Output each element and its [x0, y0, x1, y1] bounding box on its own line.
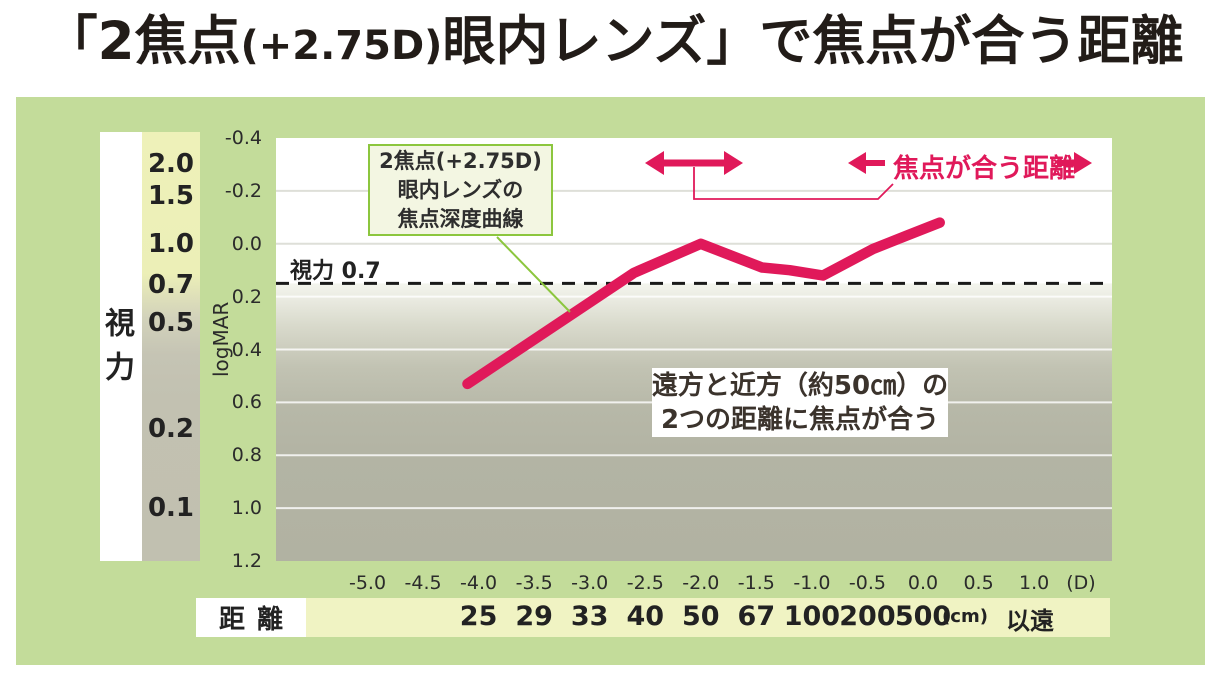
- page-title: 「2焦点(+2.75D)眼内レンズ」で焦点が合う距離: [0, 6, 1228, 82]
- focus-label-left-arrow-shaft: [862, 160, 885, 166]
- distance-value: 40: [626, 601, 665, 632]
- x-tick-label: -2.0: [682, 572, 720, 594]
- acuity-label-column: [100, 132, 142, 561]
- x-tick-label: 0.0: [907, 572, 939, 594]
- distance-value: 100: [783, 601, 841, 632]
- threshold-label: 視力 0.7: [290, 259, 381, 284]
- y-tick-label: 1.0: [231, 497, 262, 520]
- distance-value: 25: [459, 601, 498, 632]
- x-tick-label: -3.5: [515, 572, 553, 594]
- acuity-value: 2.0: [147, 149, 195, 180]
- curve-label-box: 2焦点(+2.75D) 眼内レンズの 焦点深度曲線: [368, 144, 553, 236]
- acuity-gradient-strip: [142, 132, 200, 561]
- page-title-power: (+2.75D): [240, 23, 443, 69]
- x-tick-label: -4.5: [404, 572, 442, 594]
- y-tick-label: 0.8: [231, 444, 262, 467]
- curve-label-line2: 眼内レンズの: [397, 177, 524, 202]
- distance-value: 200: [839, 601, 896, 632]
- y-tick-label: -0.4: [224, 127, 262, 149]
- distance-value: 33: [570, 601, 609, 632]
- focus-distance-label: 焦点が合う距離: [893, 154, 1076, 184]
- x-tick-label: -1.0: [793, 572, 831, 594]
- distance-value: 29: [515, 601, 553, 632]
- curve-label-line3: 焦点深度曲線: [397, 206, 524, 231]
- distance-value: 500: [894, 601, 952, 632]
- y-tick-label: -0.2: [224, 179, 262, 202]
- acuity-value: 0.2: [147, 413, 195, 444]
- x-axis-unit: (D): [1066, 572, 1096, 594]
- double-arrow-right-head-icon: [724, 151, 743, 175]
- page-title-part3: 眼内レンズ」で焦点が合う距離: [442, 11, 1184, 72]
- x-tick-label: -3.0: [571, 572, 609, 594]
- distance-label: 距離: [218, 605, 295, 635]
- focus-label-right-arrow-shaft: [1057, 160, 1080, 166]
- page-title-part1: 「2焦点: [44, 11, 241, 72]
- distance-unit: (cm): [942, 606, 988, 627]
- x-tick-label: -4.0: [460, 572, 498, 594]
- y-tick-label: 0.6: [231, 391, 262, 414]
- acuity-axis-title: 視力: [99, 307, 134, 395]
- curve-label-line1: 2焦点(+2.75D): [379, 148, 542, 173]
- x-tick-label: -0.5: [848, 572, 886, 594]
- x-tick-label: 1.0: [1018, 572, 1050, 594]
- x-tick-label: -2.5: [626, 572, 664, 594]
- distance-beyond-label: 以遠: [1006, 607, 1054, 635]
- defocus-curve-line: [462, 217, 945, 390]
- focus-note-box: 遠方と近方（約50㎝）の 2つの距離に焦点が合う: [652, 368, 948, 437]
- distance-value: 50: [682, 601, 720, 632]
- y-tick-label: 0.2: [231, 285, 262, 308]
- y-tick-label: 0.4: [231, 338, 262, 361]
- acuity-value: 0.7: [147, 269, 195, 300]
- x-tick-label: 0.5: [963, 572, 994, 594]
- right-arrow-icon: [1074, 152, 1092, 174]
- distance-band: [306, 598, 1110, 637]
- x-tick-label: -5.0: [348, 572, 387, 594]
- near-focus-double-arrow-shaft: [660, 159, 728, 167]
- double-arrow-left-head-icon: [645, 151, 664, 175]
- curve-label-connector: [496, 236, 571, 313]
- y-tick-label: 0.0: [231, 232, 262, 255]
- y-tick-label: 1.2: [231, 550, 262, 572]
- focus-note-line2: 2つの距離に焦点が合う: [660, 404, 940, 435]
- x-tick-label: -1.5: [737, 572, 775, 594]
- focus-note-line1: 遠方と近方（約50㎝）の: [651, 370, 949, 401]
- focus-range-connector: [693, 167, 894, 200]
- acuity-value: 1.0: [147, 228, 195, 259]
- distance-label-box: 距離: [196, 598, 306, 637]
- left-arrow-icon: [848, 152, 866, 174]
- distance-value: 67: [737, 601, 776, 632]
- acuity-value: 0.1: [147, 493, 195, 524]
- acuity-value: 0.5: [147, 308, 195, 339]
- acuity-value: 1.5: [147, 181, 195, 212]
